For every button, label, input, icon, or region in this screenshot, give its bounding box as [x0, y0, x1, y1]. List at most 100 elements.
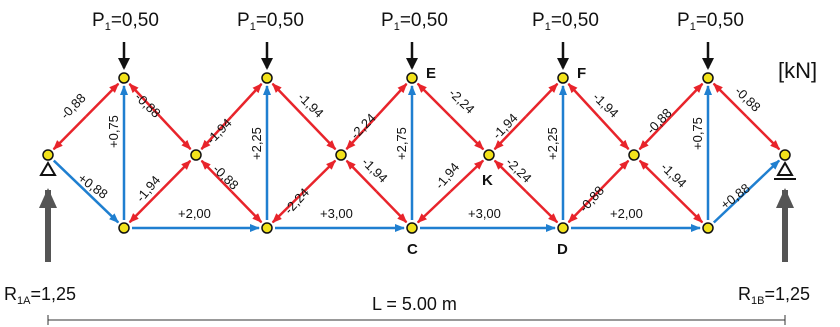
truss-member-k-d [525, 190, 559, 224]
truss-member-b5-b [712, 159, 781, 224]
truss-member-k-d-half [493, 159, 527, 193]
unit-label: [kN] [778, 58, 817, 83]
force-d8-down: -1,94 [658, 159, 690, 190]
force-d1-up: -1,94 [133, 173, 164, 205]
truss-member-t3-k [449, 115, 485, 151]
node-label-d: D [557, 241, 568, 258]
force-d4-down: -1,94 [359, 154, 391, 185]
truss-member-m2-c-half [345, 159, 378, 193]
truss-node-t5 [702, 72, 714, 84]
truss-node-c [406, 222, 418, 234]
support-right-triangle-icon [776, 161, 794, 176]
force-d2-up: -1,94 [203, 115, 234, 147]
truss-node-b1 [118, 222, 130, 234]
truss-member-m4-t5-half [638, 115, 672, 151]
load-label-3: P1=0,50 [381, 10, 448, 33]
force-bottom-2: +3,00 [320, 206, 353, 221]
truss-member-a-t1 [85, 82, 120, 118]
support-left-triangle-icon [39, 161, 57, 176]
truss-member-d-m4-half [567, 190, 600, 224]
truss-node-a [42, 149, 54, 161]
node-label-c: C [407, 241, 418, 258]
member-force-labels: -0,88 +0,75 +0,88 -0,88 -1,94 -1,94 -0,8… [57, 83, 763, 221]
truss-member-m2-t3 [375, 83, 408, 118]
force-d3-down: -1,94 [295, 89, 327, 120]
truss-member-m4-b5-half [638, 159, 672, 193]
force-d6-down: -2,24 [503, 154, 535, 185]
force-d8-up: -0,88 [643, 105, 674, 137]
force-d7-down: -1,94 [590, 89, 622, 120]
span-label: L = 5.00 m [372, 294, 457, 314]
support-left [39, 161, 57, 176]
force-d4-up: -2,24 [347, 110, 378, 142]
truss-node-t4 [557, 72, 569, 84]
truss-member-t1-m1 [159, 115, 192, 151]
truss-nodes [42, 72, 791, 234]
applied-loads: P1=0,50 P1=0,50 P1=0,50 P1=0,50 P1=0,50 [92, 10, 744, 70]
truss-member-c-k [449, 159, 485, 193]
truss-node-b2 [261, 222, 273, 234]
truss-node-k [483, 149, 495, 161]
force-d2-down: -0,88 [210, 161, 242, 192]
truss-member-t5-b-half [712, 82, 748, 118]
force-top-right-outer: -0,88 [732, 83, 764, 114]
truss-member-t4-m4-half [567, 83, 600, 118]
truss-member-m1-t2-half [200, 115, 233, 150]
node-label-e: E [426, 65, 436, 82]
truss-member-t4-m4 [597, 115, 630, 150]
truss-node-t2 [261, 72, 273, 84]
force-support-right: +0,88 [718, 180, 753, 212]
truss-member-m1-b2 [230, 190, 263, 224]
truss-member-m1-t2 [230, 83, 263, 118]
force-v5: +0,75 [690, 117, 705, 150]
load-label-4: P1=0,50 [532, 10, 599, 33]
force-d5-down: -2,24 [446, 85, 478, 116]
truss-member-t1-m1-half [128, 82, 161, 118]
truss-member-a-b1 [52, 159, 120, 224]
force-v3: +2,75 [394, 127, 409, 160]
truss-member-d-m4 [597, 159, 630, 193]
force-d5-up: -1,94 [432, 160, 463, 192]
reaction-label-left: R1A=1,25 [4, 284, 76, 307]
force-v2: +2,25 [249, 127, 264, 160]
truss-member-t2-m2 [303, 115, 337, 151]
truss-node-m1 [190, 149, 202, 161]
load-label-5: P1=0,50 [677, 10, 744, 33]
truss-member-t3-k-half [416, 82, 452, 118]
truss-member-b2-m2 [303, 159, 337, 193]
truss-node-m4 [628, 149, 640, 161]
truss-member-t2-m2-half [271, 82, 305, 118]
support-right [774, 161, 796, 180]
force-v4: +2,25 [545, 127, 560, 160]
node-label-k: K [482, 172, 493, 189]
truss-member-b1-m1 [159, 159, 192, 193]
load-label-2: P1=0,50 [237, 10, 304, 33]
truss-node-t1 [118, 72, 130, 84]
node-label-f: F [577, 65, 586, 82]
truss-node-b5 [702, 222, 714, 234]
truss-member-m2-c [375, 190, 408, 224]
force-v1: +0,75 [106, 115, 121, 148]
truss-member-m2-t3-half [345, 115, 378, 150]
truss-member-b2-m2-half [271, 190, 305, 224]
reaction-label-right: R1B=1,25 [738, 284, 810, 307]
truss-member-a-t1-half [52, 115, 87, 151]
load-label-1: P1=0,50 [92, 10, 159, 33]
truss-member-m4-b5 [670, 190, 704, 224]
force-bottom-3: +3,00 [468, 206, 501, 221]
truss-member-k-t4-half [493, 115, 527, 151]
truss-node-b [779, 149, 791, 161]
truss-member-m1-b2-half [200, 159, 233, 193]
truss-members [52, 82, 781, 232]
force-bottom-1: +2,00 [178, 206, 211, 221]
force-bottom-4: +2,00 [610, 206, 643, 221]
truss-member-k-t4 [525, 82, 559, 118]
truss-member-c-k-half [416, 190, 452, 224]
truss-member-t5-b [745, 115, 781, 151]
truss-node-d [557, 222, 569, 234]
truss-node-m2 [335, 149, 347, 161]
truss-node-t3 [406, 72, 418, 84]
truss-member-m4-t5 [670, 82, 704, 118]
truss-member-b1-m1-half [128, 190, 161, 224]
